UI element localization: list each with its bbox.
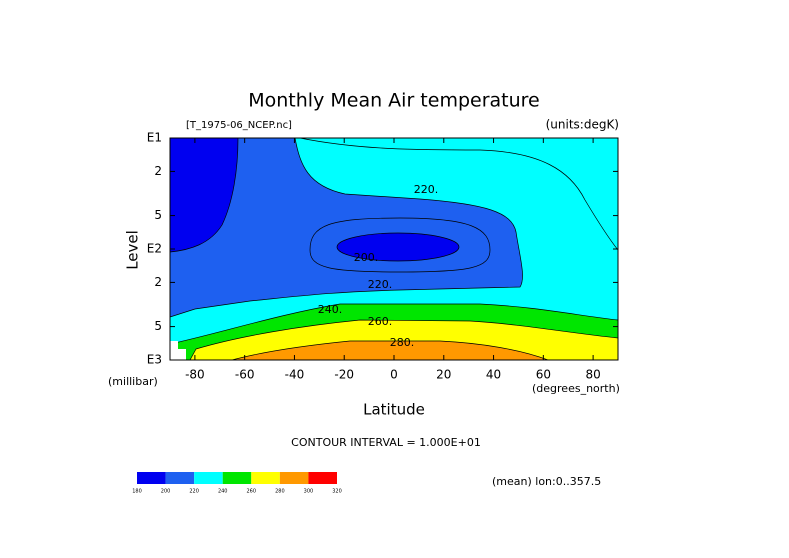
colorbar-tick-label: 320 <box>332 489 342 495</box>
contour-region <box>336 232 460 262</box>
y-tick-label: 5 <box>154 319 162 333</box>
plot-area <box>169 137 619 361</box>
y-tick-label: 2 <box>154 275 162 289</box>
colorbar-tick-label: 180 <box>132 489 142 495</box>
contour-line <box>299 137 619 251</box>
colorbar-box <box>222 472 252 484</box>
x-tick-label: -80 <box>185 368 205 382</box>
y-tick-label: 2 <box>154 164 162 178</box>
x-tick-label: 80 <box>585 368 600 382</box>
contour-label: 200. <box>354 251 379 264</box>
colorbar-tick-label: 220 <box>189 489 199 495</box>
contour-label: 220. <box>368 278 393 291</box>
x-unit-label: (degrees_north) <box>532 382 620 395</box>
colorbar-box <box>279 472 309 484</box>
footer-label: (mean) lon:0..357.5 <box>492 475 601 488</box>
colorbar-box <box>308 472 337 484</box>
x-tick-label: 0 <box>390 368 398 382</box>
colorbar-box <box>165 472 195 484</box>
colorbar-tick-label: 300 <box>304 489 314 495</box>
y-unit-label: (millibar) <box>108 375 158 388</box>
x-tick-label: 20 <box>436 368 451 382</box>
contour-label: 280. <box>390 336 415 349</box>
x-tick-label: 40 <box>486 368 501 382</box>
contour-label: 220. <box>414 183 439 196</box>
colorbar-tick-label: 240 <box>218 489 228 495</box>
y-tick-label: E3 <box>147 353 162 367</box>
contour-label: 240. <box>318 303 343 316</box>
contour-region <box>169 137 523 318</box>
y-tick-label: E2 <box>147 242 162 256</box>
colorbar-box <box>137 472 166 484</box>
colorbar-tick-label: 280 <box>275 489 285 495</box>
no-data-area <box>170 341 186 360</box>
x-tick-label: -60 <box>235 368 255 382</box>
contour-region <box>231 340 549 361</box>
x-axis-label: Latitude <box>363 401 425 419</box>
contour-label: 260. <box>368 315 393 328</box>
x-tick-label: 60 <box>536 368 551 382</box>
x-tick-label: -40 <box>285 368 305 382</box>
colorbar-box <box>251 472 280 484</box>
contour-line <box>309 217 491 273</box>
y-tick-label: E1 <box>147 131 162 145</box>
colorbar-tick-label: 260 <box>247 489 257 495</box>
chart-title: Monthly Mean Air temperature <box>248 90 539 112</box>
file-label: [T_1975-06_NCEP.nc] <box>186 120 292 131</box>
y-tick-label: 5 <box>154 208 162 222</box>
units-label: (units:degK) <box>546 118 619 132</box>
colorbar-tick-label: 200 <box>161 489 171 495</box>
colorbar-box <box>194 472 223 484</box>
y-axis-label: Level <box>124 230 142 270</box>
contour-region <box>169 137 239 253</box>
contour-interval: CONTOUR INTERVAL = 1.000E+01 <box>291 436 481 449</box>
x-tick-label: -20 <box>334 368 354 382</box>
